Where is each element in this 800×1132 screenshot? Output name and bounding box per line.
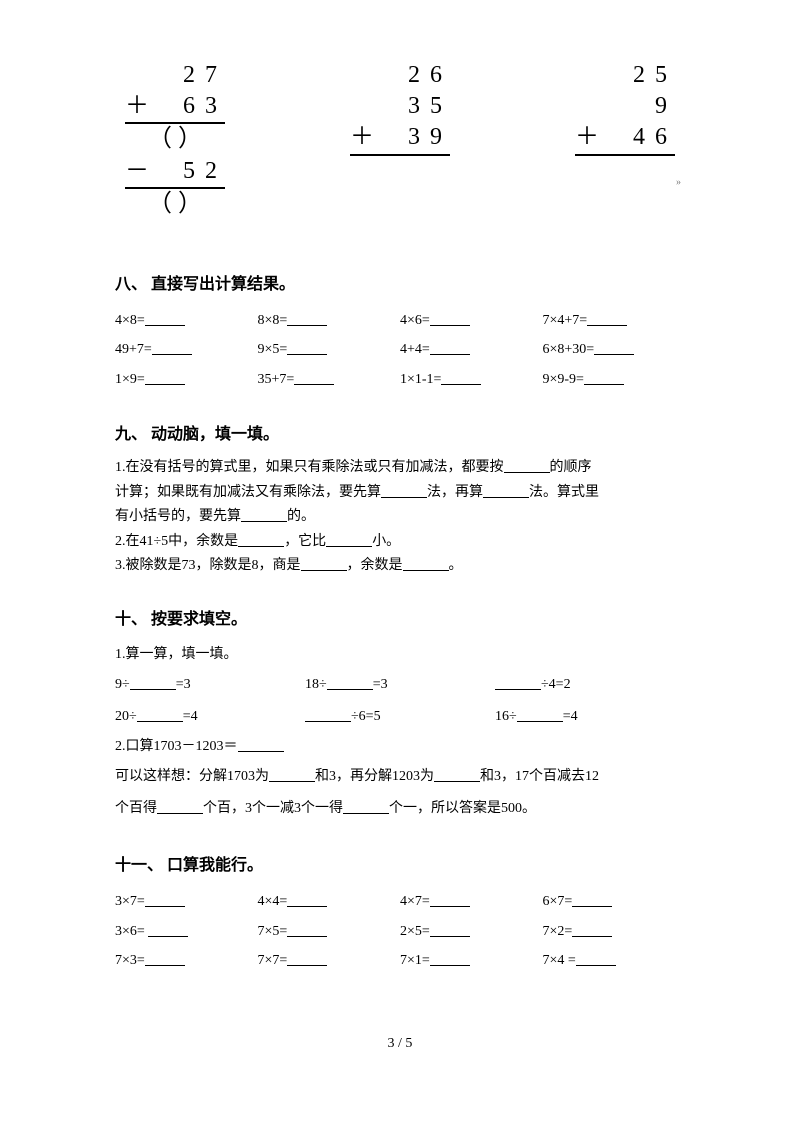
fill-row: 20÷=4 ÷6=5 16÷=4 (115, 701, 685, 733)
calc-item[interactable]: 4×7= (400, 887, 543, 916)
calc-item[interactable]: 6×7= (543, 887, 686, 916)
arith-result[interactable]: （ ） (125, 187, 225, 220)
calc-item[interactable]: 3×6= (115, 917, 258, 946)
section-8-title: 八、 直接写出计算结果。 (115, 270, 685, 294)
calc-item[interactable]: 4×6= (400, 306, 543, 335)
calc-row: 49+7= 9×5= 4+4= 6×8+30= (115, 335, 685, 364)
calc-item[interactable]: 7×1= (400, 946, 543, 975)
fill-item[interactable]: 20÷=4 (115, 701, 305, 733)
calc-item[interactable]: 49+7= (115, 335, 258, 364)
arith-line: －5 2 (125, 156, 225, 187)
calc-row: 7×3= 7×7= 7×1= 7×4 = (115, 946, 685, 975)
fill-line[interactable]: 2.在41÷5中，余数是，它比小。 (115, 530, 685, 555)
arith-line: ＋6 3 (125, 91, 225, 122)
fill-item[interactable]: 18÷=3 (305, 669, 495, 701)
calc-item[interactable]: 6×8+30= (543, 335, 686, 364)
calc-item[interactable]: 2×5= (400, 917, 543, 946)
section-11-body: 3×7= 4×4= 4×7= 6×7= 3×6= 7×5= 2×5= 7×2= … (115, 887, 685, 975)
calc-item[interactable]: 7×5= (258, 917, 401, 946)
calc-row: 3×6= 7×5= 2×5= 7×2= (115, 917, 685, 946)
arith-result[interactable] (350, 154, 450, 187)
calc-item[interactable]: 4+4= (400, 335, 543, 364)
arith-line: 2 5 (575, 60, 675, 91)
fill-line[interactable]: 可以这样想：分解1703为和3，再分解1203为和3，17个百减去12 (115, 761, 685, 793)
arith-col-1: 2 7 ＋6 3 （ ） －5 2 （ ） (125, 60, 225, 220)
calc-item[interactable]: 35+7= (258, 365, 401, 394)
calc-item[interactable]: 7×7= (258, 946, 401, 975)
calc-item[interactable]: 9×5= (258, 335, 401, 364)
calc-item[interactable]: 4×4= (258, 887, 401, 916)
section-10-body: 1.算一算，填一填。 9÷=3 18÷=3 ÷4=2 20÷=4 ÷6=5 16… (115, 641, 685, 826)
fill-line[interactable]: 计算；如果既有加减法又有乘除法，要先算法，再算法。算式里 (115, 481, 685, 506)
calc-item[interactable]: 7×4+7= (543, 306, 686, 335)
arith-line: 2 7 (125, 60, 225, 91)
page-number: 3 / 5 (115, 1036, 685, 1052)
section-9-title: 九、 动动脑，填一填。 (115, 420, 685, 444)
arith-line: 9 (575, 91, 675, 122)
calc-item[interactable]: 1×1-1= (400, 365, 543, 394)
arith-col-2: 2 6 3 5 ＋3 9 (350, 60, 450, 220)
calc-row: 1×9= 35+7= 1×1-1= 9×9-9= (115, 365, 685, 394)
arith-line: 2 6 (350, 60, 450, 91)
fill-item[interactable]: 9÷=3 (115, 669, 305, 701)
arith-col-3: 2 5 9 ＋4 6 (575, 60, 675, 220)
fill-row: 9÷=3 18÷=3 ÷4=2 (115, 669, 685, 701)
calc-item[interactable]: 7×2= (543, 917, 686, 946)
calc-row: 3×7= 4×4= 4×7= 6×7= (115, 887, 685, 916)
section-8-body: 4×8= 8×8= 4×6= 7×4+7= 49+7= 9×5= 4+4= 6×… (115, 306, 685, 394)
arith-result[interactable] (575, 154, 675, 187)
section-10-title: 十、 按要求填空。 (115, 605, 685, 629)
fill-line[interactable]: 1.在没有括号的算式里，如果只有乘除法或只有加减法，都要按的顺序 (115, 456, 685, 481)
fill-item[interactable]: ÷6=5 (305, 701, 495, 733)
arith-line: 3 5 (350, 91, 450, 122)
calc-row: 4×8= 8×8= 4×6= 7×4+7= (115, 306, 685, 335)
fill-line[interactable]: 2.口算1703－1203＝ (115, 733, 685, 761)
section-9-body: 1.在没有括号的算式里，如果只有乘除法或只有加减法，都要按的顺序 计算；如果既有… (115, 456, 685, 579)
calc-item[interactable]: 9×9-9= (543, 365, 686, 394)
arith-result[interactable]: （ ） (125, 122, 225, 155)
arith-line: ＋4 6 (575, 122, 675, 153)
section-11-title: 十一、 口算我能行。 (115, 851, 685, 875)
calc-item[interactable]: 7×4 = (543, 946, 686, 975)
fill-line[interactable]: 有小括号的，要先算的。 (115, 505, 685, 530)
calc-item[interactable]: 8×8= (258, 306, 401, 335)
calc-item[interactable]: 3×7= (115, 887, 258, 916)
fill-item[interactable]: ÷4=2 (495, 669, 685, 701)
sub-heading: 1.算一算，填一填。 (115, 641, 685, 669)
vertical-arithmetic-figures: 2 7 ＋6 3 （ ） －5 2 （ ） 2 6 3 5 ＋3 9 2 5 9… (115, 60, 685, 230)
fill-line[interactable]: 个百得个百，3个一减3个一得个一，所以答案是500。 (115, 793, 685, 825)
calc-item[interactable]: 1×9= (115, 365, 258, 394)
calc-item[interactable]: 4×8= (115, 306, 258, 335)
fill-line[interactable]: 3.被除数是73，除数是8，商是，余数是。 (115, 554, 685, 579)
fill-item[interactable]: 16÷=4 (495, 701, 685, 733)
arith-line: ＋3 9 (350, 122, 450, 153)
calc-item[interactable]: 7×3= (115, 946, 258, 975)
